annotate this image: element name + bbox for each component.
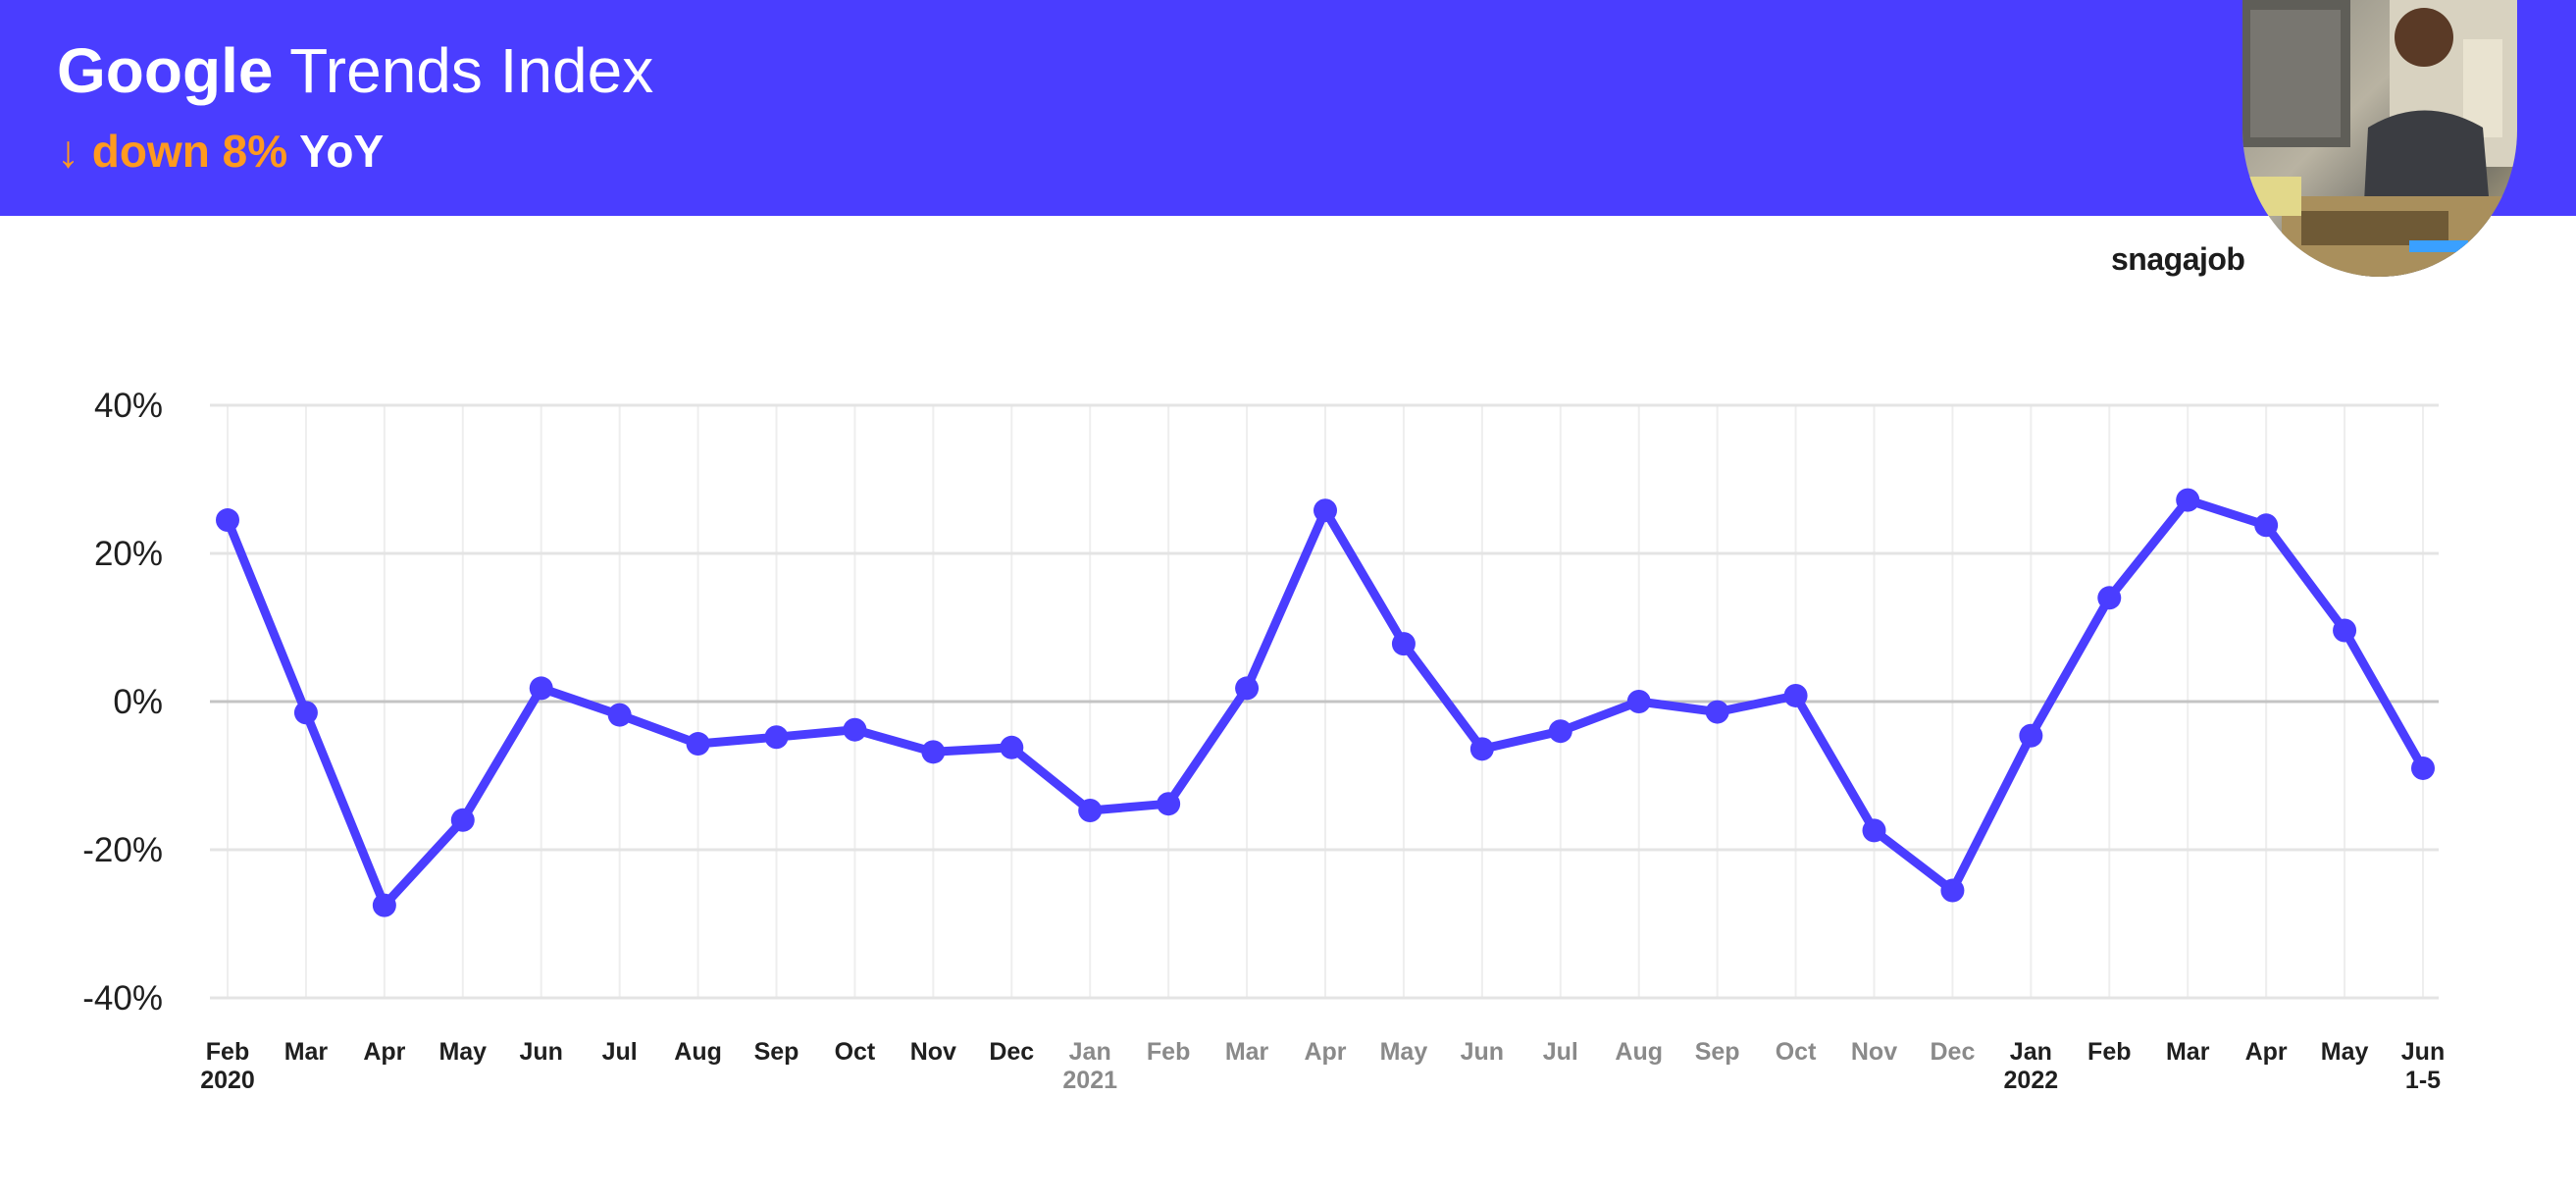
data-point [372, 893, 396, 917]
data-point [1548, 719, 1572, 744]
data-point [2411, 756, 2435, 780]
x-tick-label: Jun [1461, 1038, 1504, 1066]
x-tick-label: Sep [1695, 1038, 1740, 1066]
data-point [293, 701, 318, 725]
data-point [843, 717, 867, 742]
y-tick-label: 0% [113, 683, 163, 721]
title-brand: Google [57, 35, 274, 106]
y-tick-label: -20% [82, 831, 163, 869]
data-point [2097, 586, 2122, 610]
page-title: Google Trends Index [57, 33, 653, 108]
x-tick-label: Feb [1147, 1038, 1190, 1066]
data-point [1391, 632, 1416, 656]
y-axis-ticks: 40% 20% 0% -20% -40% [82, 387, 163, 1018]
y-tick-label: 40% [94, 387, 163, 425]
x-tick-label: Oct [835, 1038, 876, 1066]
x-tick-label: Jan [1069, 1038, 1111, 1066]
data-point [1235, 676, 1260, 701]
trend-summary: ↓ down 8% YoY [57, 122, 384, 181]
data-point [1314, 498, 1337, 523]
x-tick-label: Feb [206, 1038, 249, 1066]
y-tick-label: -40% [82, 979, 163, 1018]
x-tick-label: Apr [1304, 1038, 1346, 1066]
x-tick-label: Jun [2401, 1038, 2445, 1066]
data-point [2019, 723, 2043, 748]
x-tick-label: Nov [1851, 1038, 1897, 1066]
data-point [1862, 818, 1886, 843]
x-tick-label: Feb [2087, 1038, 2131, 1066]
x-tick-label: Nov [910, 1038, 956, 1066]
data-point [1469, 737, 1494, 761]
trend-value: down 8% [91, 126, 288, 177]
x-tick-sublabel: 1-5 [2405, 1067, 2441, 1094]
data-point [1705, 700, 1729, 724]
x-tick-label: Jul [602, 1038, 638, 1066]
snagajob-logo: snagajob [2111, 241, 2245, 277]
x-tick-label: Jun [519, 1038, 562, 1066]
x-tick-label: Aug [1615, 1038, 1663, 1066]
trend-period: YoY [299, 126, 385, 177]
header-band [0, 0, 2576, 216]
x-tick-label: May [2321, 1038, 2369, 1066]
x-tick-label: Mar [2166, 1038, 2210, 1066]
x-tick-label: May [438, 1038, 487, 1066]
x-tick-label: Dec [1930, 1038, 1975, 1066]
x-tick-label: May [1380, 1038, 1428, 1066]
series-points [216, 488, 2435, 917]
data-point [607, 703, 632, 727]
data-point [529, 676, 553, 701]
data-point [2254, 513, 2279, 538]
x-tick-label: Mar [284, 1038, 329, 1066]
arrow-down-icon: ↓ [57, 126, 79, 177]
x-tick-label: Apr [363, 1038, 405, 1066]
data-point [450, 808, 475, 832]
x-tick-label: Oct [1776, 1038, 1817, 1066]
x-tick-label: Mar [1225, 1038, 1269, 1066]
data-point [1078, 798, 1103, 822]
x-tick-sublabel: 2022 [2004, 1067, 2059, 1094]
data-point [2333, 618, 2357, 643]
data-point [1626, 690, 1651, 713]
title-rest: Trends Index [289, 35, 654, 106]
data-point [686, 732, 710, 757]
data-point [1783, 683, 1808, 707]
data-point [2176, 488, 2200, 512]
x-tick-label: Jan [2010, 1038, 2052, 1066]
data-point [1940, 878, 1965, 903]
x-tick-label: Apr [2245, 1038, 2288, 1066]
x-tick-sublabel: 2021 [1062, 1067, 1117, 1094]
x-tick-label: Dec [989, 1038, 1034, 1066]
horizontal-gridlines [210, 403, 2439, 1000]
data-point [921, 740, 946, 764]
data-point [216, 508, 239, 533]
data-point [1000, 735, 1024, 759]
data-point [764, 725, 789, 750]
y-tick-label: 20% [94, 535, 163, 573]
data-point [1157, 792, 1181, 816]
x-tick-label: Jul [1543, 1038, 1578, 1066]
x-tick-sublabel: 2020 [200, 1067, 255, 1094]
x-tick-label: Sep [754, 1038, 799, 1066]
x-tick-label: Aug [674, 1038, 722, 1066]
